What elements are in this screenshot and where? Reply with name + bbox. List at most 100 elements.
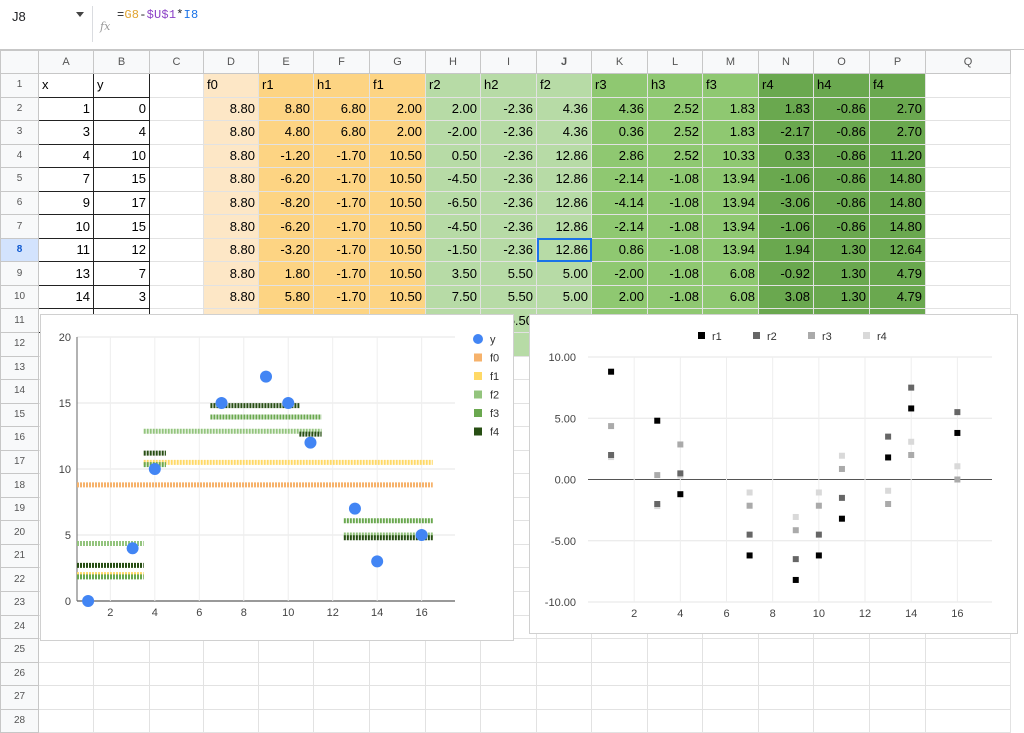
cell[interactable]: 4.80	[258, 120, 314, 145]
cell[interactable]: -1.08	[647, 284, 703, 310]
cell[interactable]: -1.70	[313, 190, 370, 216]
cell[interactable]	[591, 661, 648, 687]
cell[interactable]: 2.70	[869, 96, 926, 122]
formula-input[interactable]: =G8-$U$1*I8	[117, 8, 198, 22]
cell[interactable]	[149, 261, 204, 286]
header-cell[interactable]: r1	[258, 73, 314, 98]
cell[interactable]	[480, 685, 537, 710]
column-header-g[interactable]: G	[369, 50, 426, 74]
cell[interactable]	[813, 661, 870, 687]
row-header[interactable]: 12	[0, 332, 39, 357]
cell[interactable]: 12.86	[536, 167, 592, 192]
cell[interactable]: 8.80	[203, 96, 259, 122]
cell[interactable]	[93, 685, 150, 710]
cell[interactable]: -0.86	[813, 214, 870, 239]
cell[interactable]: 7	[93, 261, 150, 286]
cell[interactable]	[869, 661, 926, 687]
cell[interactable]: 5.00	[536, 261, 592, 286]
cell[interactable]: 0.33	[758, 143, 814, 169]
row-header[interactable]: 22	[0, 567, 39, 593]
row-header[interactable]: 20	[0, 520, 39, 545]
cell[interactable]	[313, 638, 370, 663]
header-cell[interactable]: y	[93, 73, 150, 98]
column-header-i[interactable]: I	[480, 50, 537, 74]
cell[interactable]: 8.80	[203, 284, 259, 310]
column-header-h[interactable]: H	[425, 50, 481, 74]
cell[interactable]: 2.00	[425, 96, 481, 122]
cell[interactable]: 8.80	[203, 143, 259, 169]
row-header[interactable]: 7	[0, 214, 39, 239]
cell[interactable]: 5.50	[480, 284, 537, 310]
cell[interactable]	[702, 661, 759, 687]
cell[interactable]: -6.20	[258, 214, 314, 239]
cell[interactable]	[149, 661, 204, 687]
cell[interactable]: -0.86	[813, 143, 870, 169]
cell[interactable]: 8.80	[203, 120, 259, 145]
cell[interactable]	[813, 685, 870, 710]
row-header[interactable]: 10	[0, 284, 39, 310]
cell[interactable]: 13.94	[702, 237, 759, 263]
cell[interactable]: 11	[38, 237, 94, 263]
cell[interactable]: 4	[38, 143, 94, 169]
cell[interactable]	[647, 638, 703, 663]
cell[interactable]: 13.94	[702, 190, 759, 216]
cell[interactable]: 12.64	[869, 237, 926, 263]
cell[interactable]	[369, 708, 426, 733]
header-cell[interactable]: f3	[702, 73, 759, 98]
cell[interactable]: -2.36	[480, 167, 537, 192]
row-header[interactable]: 28	[0, 708, 39, 733]
cell[interactable]	[925, 120, 1011, 145]
cell[interactable]	[869, 685, 926, 710]
cell[interactable]: 6.08	[702, 261, 759, 286]
cell[interactable]: -2.36	[480, 96, 537, 122]
cell[interactable]	[425, 708, 481, 733]
cell[interactable]: 0.50	[425, 143, 481, 169]
cell[interactable]: 2.52	[647, 143, 703, 169]
cell[interactable]: 5.50	[480, 261, 537, 286]
cell[interactable]	[813, 708, 870, 733]
cell[interactable]	[925, 96, 1011, 122]
cell[interactable]: 8.80	[203, 167, 259, 192]
row-header[interactable]: 15	[0, 402, 39, 428]
row-header[interactable]: 25	[0, 638, 39, 663]
header-cell[interactable]: h1	[313, 73, 370, 98]
cell[interactable]: -1.50	[425, 237, 481, 263]
cell[interactable]	[702, 708, 759, 733]
cell[interactable]: 10.50	[369, 167, 426, 192]
cell[interactable]	[758, 661, 814, 687]
cell[interactable]: -1.20	[258, 143, 314, 169]
cell[interactable]	[38, 685, 94, 710]
cell[interactable]: 4.79	[869, 284, 926, 310]
row-header[interactable]: 13	[0, 355, 39, 381]
cell[interactable]: -1.08	[647, 167, 703, 192]
cell[interactable]: 14.80	[869, 214, 926, 239]
row-header[interactable]: 26	[0, 661, 39, 687]
cell[interactable]: -4.50	[425, 167, 481, 192]
row-header[interactable]: 19	[0, 496, 39, 522]
column-header-m[interactable]: M	[702, 50, 759, 74]
cell[interactable]	[203, 661, 259, 687]
cell[interactable]	[313, 661, 370, 687]
row-header[interactable]: 5	[0, 167, 39, 192]
cell[interactable]: -1.70	[313, 214, 370, 239]
cell[interactable]	[149, 167, 204, 192]
cell[interactable]	[425, 638, 481, 663]
name-box[interactable]: J8	[6, 6, 86, 28]
header-cell[interactable]	[925, 73, 1011, 98]
cell[interactable]: 3	[93, 284, 150, 310]
cell[interactable]	[38, 638, 94, 663]
cell[interactable]: -6.20	[258, 167, 314, 192]
cell[interactable]	[258, 661, 314, 687]
cell[interactable]: -4.14	[591, 190, 648, 216]
cell[interactable]	[313, 685, 370, 710]
cell[interactable]: -2.36	[480, 190, 537, 216]
cell[interactable]: -0.86	[813, 120, 870, 145]
row-header[interactable]: 21	[0, 543, 39, 569]
cell[interactable]	[258, 638, 314, 663]
cell[interactable]	[149, 638, 204, 663]
cell[interactable]: -2.00	[591, 261, 648, 286]
cell[interactable]	[258, 685, 314, 710]
cell[interactable]: 2.00	[591, 284, 648, 310]
cell[interactable]	[925, 143, 1011, 169]
cell[interactable]: 8.80	[203, 261, 259, 286]
